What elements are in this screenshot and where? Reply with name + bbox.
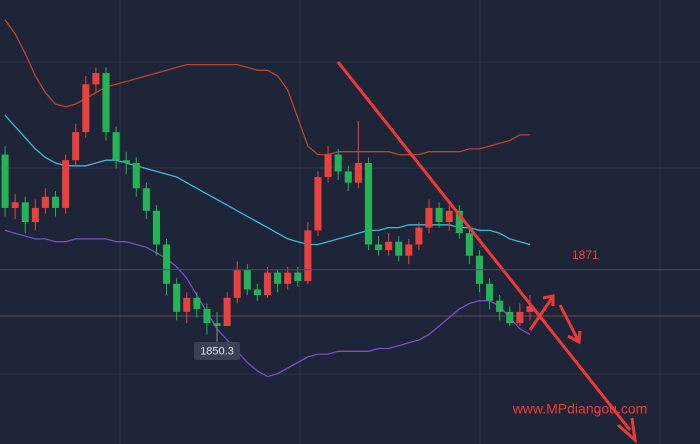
candle-body	[324, 154, 332, 178]
candle-body	[506, 311, 514, 324]
watermark: www.MPdiangou.com	[512, 401, 648, 417]
candle-body	[344, 171, 352, 183]
candle-body	[405, 244, 413, 256]
candle-body	[516, 311, 524, 324]
trend-arrows	[336, 61, 638, 444]
candle-body	[163, 244, 171, 284]
candle-body	[173, 283, 181, 312]
candle-body	[274, 272, 282, 284]
candle-body	[526, 306, 534, 312]
indicator-line	[4, 229, 531, 378]
candle-body	[253, 289, 261, 296]
candle-body	[415, 227, 423, 245]
candle-body	[465, 233, 473, 256]
low-label-box	[194, 341, 241, 360]
indicator-line	[4, 114, 531, 246]
candle-body	[455, 210, 463, 234]
candle-body	[41, 196, 49, 208]
candle-body	[243, 269, 251, 290]
candle-body	[203, 309, 211, 324]
indicator-line	[4, 19, 530, 156]
candle-body	[122, 160, 130, 163]
candle-body	[142, 188, 150, 211]
candle-body	[435, 207, 443, 222]
candle-body	[223, 297, 231, 326]
candle-body	[213, 323, 221, 326]
candle-body	[21, 202, 29, 222]
candle-body	[31, 207, 39, 222]
candle-body	[112, 132, 120, 161]
candle-body	[375, 244, 383, 251]
candle-body	[102, 73, 110, 133]
candle-body	[62, 160, 70, 208]
candle-body	[82, 84, 90, 133]
candle-body	[486, 283, 494, 301]
price-label: 1871	[572, 248, 599, 262]
low-label: 1850.3	[200, 345, 234, 357]
candle-body	[1, 154, 9, 208]
candle-body	[314, 177, 322, 231]
candle-body	[334, 154, 342, 172]
candle-body	[11, 202, 19, 208]
candle-body	[385, 241, 393, 251]
candle-body	[183, 297, 191, 312]
candle-body	[354, 162, 362, 183]
candle-body	[152, 210, 160, 245]
candle-body	[425, 207, 433, 228]
candle-body	[496, 300, 504, 312]
candle-body	[51, 196, 60, 208]
candle-body	[284, 272, 292, 284]
candle-body	[193, 297, 201, 310]
candle-body	[395, 241, 403, 256]
candle-body	[294, 272, 302, 282]
candle-body	[132, 162, 140, 189]
candle-body	[233, 269, 241, 298]
candle-body	[92, 73, 100, 85]
candle-body	[263, 272, 272, 296]
candle-body	[72, 132, 80, 161]
candle-body	[364, 162, 372, 245]
candle-body	[445, 210, 453, 222]
candle-body	[304, 230, 312, 282]
